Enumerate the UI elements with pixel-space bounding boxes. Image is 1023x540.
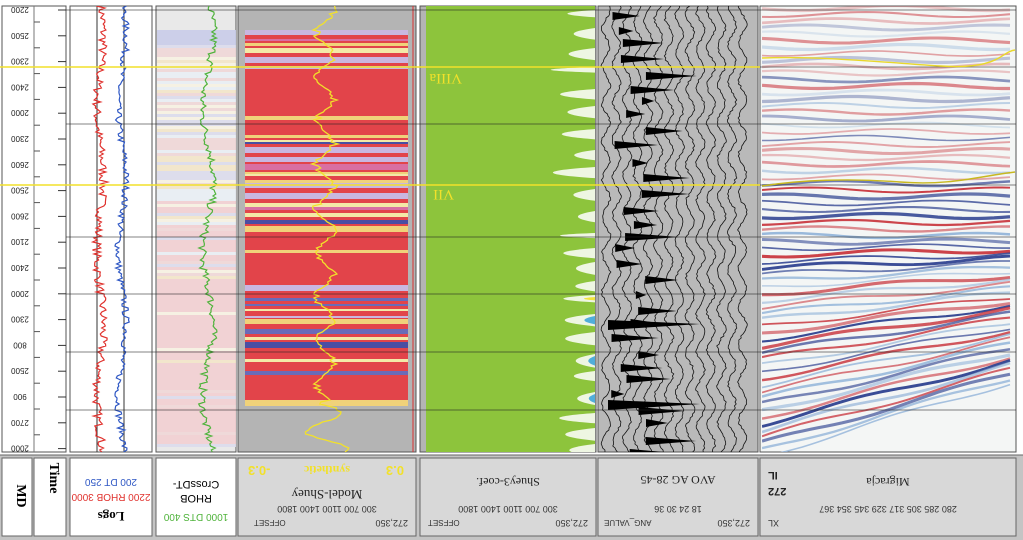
depth-tick-label: 900 bbox=[13, 392, 27, 401]
dt-scale: 200 DT 250 bbox=[85, 476, 138, 487]
horizon-label-viiia: VIIIa bbox=[429, 70, 462, 86]
depth-tick-label: 2400 bbox=[11, 82, 29, 91]
depth-tick-label: 2000 bbox=[11, 444, 29, 453]
shuey3-coef-track bbox=[419, 5, 597, 453]
coefficient-lobes bbox=[550, 10, 595, 452]
horizon-label-vii: VII bbox=[433, 186, 454, 202]
migration-section bbox=[759, 5, 1017, 453]
crossdt-header[interactable] bbox=[155, 457, 237, 537]
dt-curve bbox=[114, 6, 131, 452]
depth-tick-label: 2000 bbox=[11, 108, 29, 117]
shuey-axis-label: OFFSET bbox=[428, 518, 460, 527]
model-corner-label: 272,350 bbox=[375, 518, 408, 528]
xl-ticks: 280 285 305 317 329 345 354 367 bbox=[819, 504, 957, 514]
avo-axis-label: ANG_VALUE bbox=[604, 518, 651, 527]
md-header[interactable] bbox=[1, 457, 33, 537]
depth-tick-label: 2200 bbox=[11, 5, 29, 14]
xl-label: XL bbox=[768, 518, 779, 528]
horizons: VIIIa VII bbox=[0, 49, 1016, 202]
md-label: MD bbox=[13, 484, 28, 507]
depth-tick-label: 2600 bbox=[11, 160, 29, 169]
crossdt-label-rhob: RHOB bbox=[180, 492, 212, 504]
logs-header[interactable] bbox=[69, 457, 153, 537]
depth-tick-label: 2300 bbox=[11, 57, 29, 66]
shuey-corner-label: 272,350 bbox=[555, 518, 588, 528]
migration-title: Migracja bbox=[866, 475, 910, 489]
model-max-value: 0.3 bbox=[386, 463, 404, 478]
logs-title: Logs bbox=[98, 509, 125, 524]
depth-tick-label: 2500 bbox=[11, 366, 29, 375]
depth-tick-label: 800 bbox=[13, 340, 27, 349]
depth-tick-label: 2500 bbox=[11, 186, 29, 195]
model-shuey-track bbox=[237, 5, 417, 453]
dts-scale: 1000 DTS 400 bbox=[163, 511, 228, 522]
il-label: IL bbox=[768, 469, 778, 481]
il-value: 272 bbox=[768, 485, 786, 497]
time-header[interactable] bbox=[33, 457, 67, 537]
crossdt-track bbox=[155, 5, 237, 453]
model-min-value: -0.3 bbox=[248, 463, 270, 478]
depth-tick-label: 2000 bbox=[11, 289, 29, 298]
lithology-bands bbox=[157, 30, 236, 447]
rhob-curve bbox=[90, 6, 111, 452]
rhob-scale: 2200 RHOB 3000 bbox=[71, 491, 150, 502]
model-title: Model-Shuey bbox=[291, 487, 362, 502]
depth-tick-label: 2500 bbox=[11, 31, 29, 40]
seismic-reflections bbox=[762, 6, 1011, 452]
depth-tick-label: 2700 bbox=[11, 418, 29, 427]
avo-gather-track bbox=[597, 5, 759, 453]
avo-traces bbox=[600, 6, 748, 452]
crossdt-label: CrossDT- bbox=[172, 478, 219, 490]
depth-tick-label: 2300 bbox=[11, 134, 29, 143]
model-layers bbox=[245, 30, 408, 406]
model-shuey-header[interactable] bbox=[237, 457, 417, 537]
dts-curve bbox=[197, 6, 219, 452]
depth-tick-label: 2600 bbox=[11, 211, 29, 220]
depth-tick-label: 2100 bbox=[11, 237, 29, 246]
avo-title: AVO AG 28-45 bbox=[640, 473, 715, 487]
depth-tick-label: 2400 bbox=[11, 263, 29, 272]
depth-tick-labels: 2200 2500 2300 2400 2000 2300 2600 2500 2600 2100… bbox=[11, 5, 66, 462]
avo-header[interactable] bbox=[597, 457, 759, 537]
model-offset-ticks: 300 700 1100 1400 1800 bbox=[277, 504, 376, 514]
migration-header[interactable] bbox=[759, 457, 1017, 537]
synthetic-label: synthetic bbox=[303, 463, 350, 477]
logs-track bbox=[69, 5, 153, 453]
shuey-offset-ticks: 300 700 1100 1400 1800 bbox=[458, 504, 557, 514]
avo-corner-label: 272,350 bbox=[717, 518, 750, 528]
horizon-pick-viiia-migration bbox=[761, 49, 1016, 68]
shuey3-header[interactable] bbox=[419, 457, 597, 537]
time-label: Time bbox=[46, 463, 61, 494]
track-header-strip: MD Time Logs 2200 RHOB 3000 200 DT 250 1… bbox=[0, 454, 1023, 540]
avo-angle-ticks: 18 24 30 36 bbox=[654, 504, 702, 514]
horizon-pick-vii-migration bbox=[761, 171, 1016, 187]
shuey-title: Shuey3-coef. bbox=[476, 475, 540, 489]
depth-track: 2200 2500 2300 2400 2000 2300 2600 2500 2600 2100… bbox=[1, 5, 67, 462]
model-axis-label: OFFSET bbox=[254, 518, 286, 527]
synthetic-trace bbox=[304, 6, 350, 452]
depth-tick-label: 2300 bbox=[11, 315, 29, 324]
